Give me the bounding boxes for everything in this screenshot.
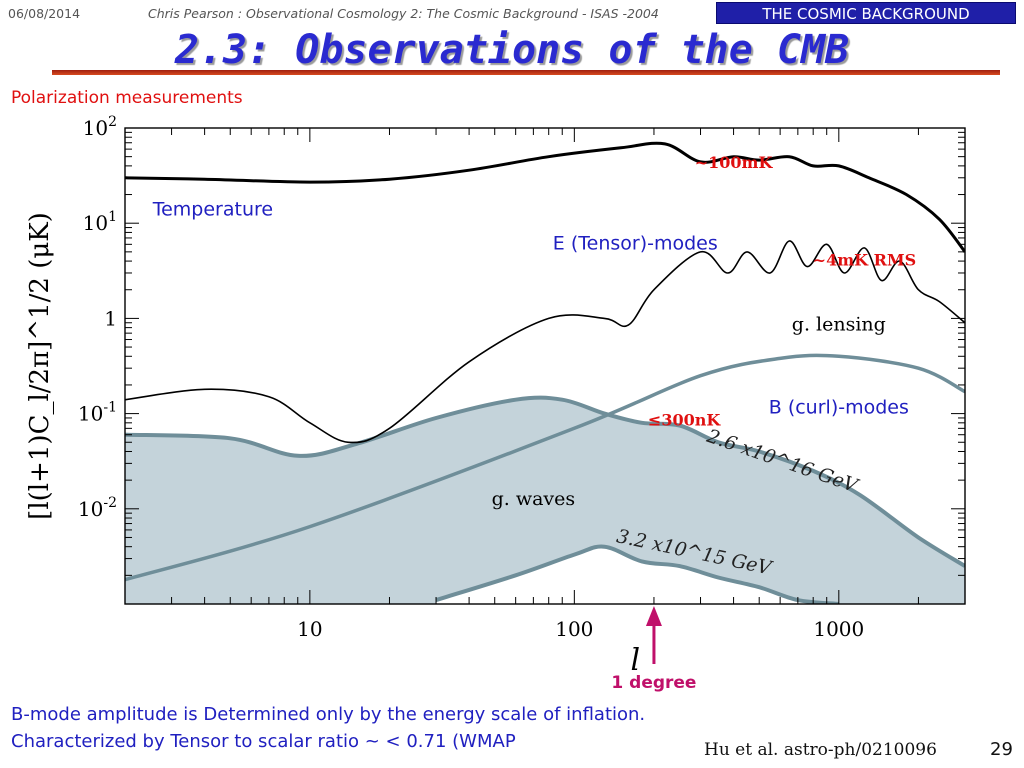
chart-annotation: E (Tensor)-modes [553,232,718,254]
chart-annotation: ≤300nK [648,410,721,429]
degree-arrow-head [645,606,662,626]
plot-frame [124,127,966,605]
citation: Hu et al. astro-ph/0210096 [704,740,937,760]
slide-subtitle: Polarization measurements [11,88,243,108]
y-tick-label: 10-1 [78,400,117,426]
y-tick-label: 1 [104,306,117,330]
y-tick-label: 10-2 [78,495,117,521]
header-date: 06/08/2014 [8,6,81,21]
header-author-line: Chris Pearson : Observational Cosmology … [148,6,659,21]
chart-annotation: ~4mK RMS [813,250,917,269]
band-lower-mask [436,546,839,604]
chart-annotation: Temperature [152,199,273,221]
footer-line-2: Characterized by Tensor to scalar ratio … [11,731,516,752]
temperature-curve [125,141,965,253]
chart-annotation: ~100mK [695,153,774,172]
chart-annotation: g. lensing [792,313,886,335]
chart-annotation: 1 degree [611,673,696,693]
chart-annotation: g. waves [492,488,576,510]
e-modes-curve [125,240,965,444]
slide-title: 2.3: Observations of the CMB [174,27,850,73]
y-tick-label: 101 [83,209,117,235]
cmb-power-spectrum-chart: 10 100 1000 102 101 1 10-1 10-2 l [l(l+1)C_l/2π]^… [25,114,966,693]
x-axis-label: l [630,643,640,678]
footer-line-1: B-mode amplitude is Determined only by t… [11,704,646,725]
chart-annotation: B (curl)-modes [769,397,909,419]
page-number: 29 [990,739,1013,760]
g-waves-fill [125,397,965,604]
y-axis-label: [l(l+1)C_l/2π]^1/2 (μK) [25,212,55,520]
x-tick-label: 10 [297,617,322,641]
lensing-curve [125,353,965,582]
band-lower-curve [435,544,840,604]
x-tick-label: 100 [555,617,593,641]
title-rule [52,70,1000,75]
x-tick-label: 1000 [813,617,864,641]
section-badge: THE COSMIC BACKGROUND [716,2,1016,24]
y-tick-label: 102 [83,114,117,140]
